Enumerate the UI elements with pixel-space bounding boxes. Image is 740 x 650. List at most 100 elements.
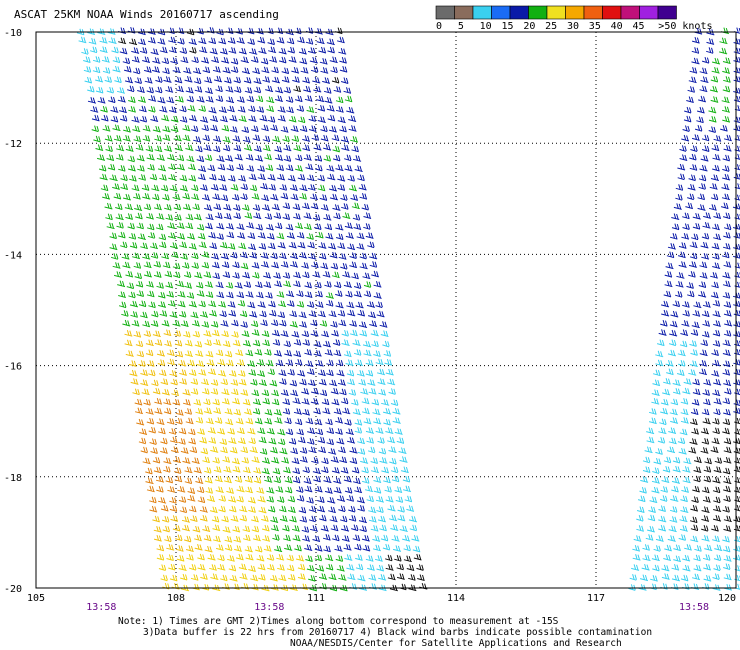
wind-barb bbox=[251, 329, 260, 336]
wind-barb bbox=[288, 241, 297, 249]
wind-barb bbox=[258, 379, 267, 386]
wind-barb bbox=[289, 184, 298, 191]
wind-barb bbox=[205, 213, 214, 221]
wind-barb bbox=[283, 466, 291, 474]
wind-barb bbox=[234, 86, 242, 93]
wind-barb bbox=[209, 173, 217, 181]
wind-barb bbox=[733, 330, 740, 338]
wind-barb bbox=[146, 153, 155, 161]
wind-barb bbox=[134, 407, 144, 415]
wind-barb bbox=[172, 398, 181, 406]
wind-barb bbox=[289, 310, 297, 318]
wind-barb bbox=[339, 456, 348, 464]
wind-barb bbox=[671, 213, 680, 220]
wind-barb bbox=[217, 370, 227, 377]
wind-barb bbox=[298, 47, 307, 55]
wind-barb bbox=[320, 524, 329, 532]
wind-barb bbox=[339, 388, 347, 396]
wind-barb bbox=[111, 46, 119, 54]
wind-barb bbox=[274, 95, 283, 102]
wind-barb bbox=[138, 96, 146, 103]
wind-barb bbox=[312, 467, 321, 475]
wind-barb bbox=[342, 407, 351, 415]
wind-barb bbox=[343, 475, 352, 483]
wind-barb bbox=[283, 144, 292, 152]
wind-barb bbox=[682, 554, 691, 562]
wind-barb bbox=[209, 242, 217, 250]
wind-barb bbox=[227, 555, 235, 562]
wind-barb bbox=[186, 554, 194, 561]
wind-barb bbox=[253, 467, 262, 474]
wind-barb bbox=[649, 583, 657, 591]
wind-barb bbox=[271, 398, 280, 406]
wind-barb bbox=[95, 75, 104, 83]
wind-barb bbox=[363, 417, 372, 425]
wind-barb bbox=[353, 349, 362, 356]
wind-barb bbox=[710, 446, 719, 453]
wind-barb bbox=[130, 311, 138, 318]
wind-barb bbox=[225, 359, 234, 367]
wind-barb bbox=[387, 378, 396, 386]
wind-barb bbox=[713, 408, 721, 416]
wind-barb bbox=[380, 534, 389, 542]
wind-barb bbox=[328, 379, 338, 387]
wind-barb bbox=[270, 124, 279, 132]
wind-barb bbox=[303, 477, 312, 485]
wind-barb bbox=[673, 203, 682, 210]
wind-barb bbox=[182, 134, 191, 142]
wind-barb bbox=[338, 505, 346, 513]
wind-barb bbox=[682, 301, 690, 308]
wind-barb bbox=[187, 163, 197, 171]
wind-barb bbox=[241, 67, 251, 75]
wind-barb bbox=[135, 340, 144, 348]
wind-barb bbox=[273, 212, 282, 219]
wind-barb bbox=[394, 486, 403, 493]
wind-barb bbox=[252, 204, 261, 211]
wind-barb bbox=[95, 144, 104, 151]
wind-barb bbox=[722, 67, 731, 74]
wind-barb bbox=[179, 184, 189, 192]
wind-barb bbox=[682, 212, 690, 220]
wind-barb bbox=[700, 76, 709, 83]
wind-barb bbox=[122, 57, 131, 65]
wind-barb bbox=[301, 398, 310, 405]
wind-barb bbox=[708, 115, 717, 123]
wind-barb bbox=[188, 174, 197, 182]
wind-barb bbox=[302, 76, 311, 84]
wind-barb bbox=[710, 174, 720, 181]
wind-barb bbox=[371, 340, 379, 348]
wind-barb bbox=[221, 515, 229, 523]
wind-barb bbox=[698, 174, 707, 182]
wind-barb bbox=[249, 446, 258, 454]
wind-barb bbox=[110, 106, 119, 113]
wind-barb bbox=[201, 261, 210, 269]
wind-barb bbox=[204, 154, 213, 162]
wind-barb bbox=[723, 457, 732, 464]
wind-barb bbox=[379, 524, 387, 532]
wind-barb bbox=[328, 125, 337, 133]
wind-barb bbox=[369, 252, 378, 260]
wind-barb bbox=[262, 457, 271, 464]
wind-barb bbox=[139, 311, 148, 319]
wind-barb bbox=[655, 359, 664, 367]
wind-barb bbox=[130, 378, 139, 385]
wind-barb bbox=[197, 553, 205, 561]
wind-barb bbox=[133, 135, 142, 143]
wind-barb bbox=[292, 203, 301, 211]
wind-barb bbox=[198, 300, 206, 308]
wind-barb bbox=[181, 524, 191, 532]
wind-barb bbox=[165, 281, 174, 289]
wind-barb bbox=[284, 544, 293, 551]
wind-barb bbox=[335, 164, 344, 172]
wind-barb bbox=[683, 115, 692, 123]
wind-barb bbox=[166, 349, 175, 357]
wind-barb bbox=[288, 115, 297, 123]
wind-barb bbox=[684, 544, 692, 551]
wind-barb bbox=[143, 66, 152, 73]
wind-barb bbox=[209, 564, 217, 571]
wind-barb bbox=[91, 114, 100, 122]
wind-barb bbox=[344, 486, 353, 494]
wind-barb bbox=[357, 174, 365, 182]
wind-barb bbox=[261, 124, 269, 132]
wind-barb bbox=[396, 563, 404, 571]
